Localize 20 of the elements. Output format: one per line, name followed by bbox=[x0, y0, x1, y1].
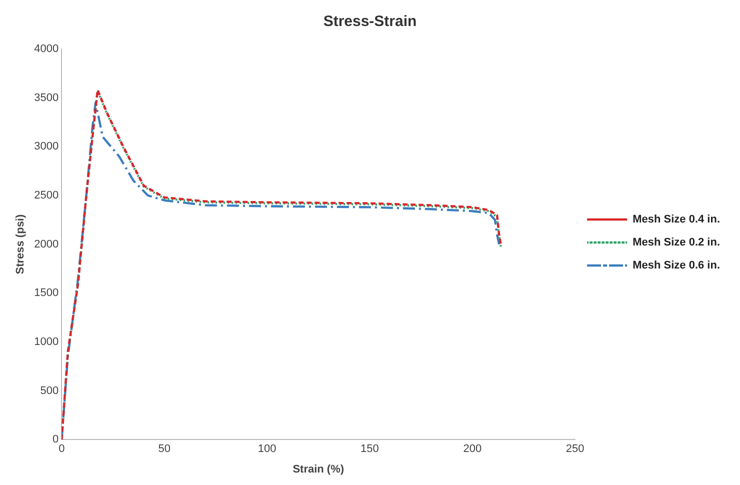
y-tick-label: 2000 bbox=[34, 238, 59, 250]
y-tick-label: 4000 bbox=[34, 43, 59, 56]
y-axis-title: Stress (psi) bbox=[14, 214, 27, 274]
legend-label: Mesh Size 0.6 in. bbox=[632, 260, 720, 272]
y-tick-label: 1500 bbox=[34, 287, 59, 300]
y-tick-label: 500 bbox=[40, 384, 59, 397]
x-tick-label: 150 bbox=[360, 443, 379, 456]
chart-title: Stress-Strain bbox=[323, 13, 417, 30]
legend-label: Mesh Size 0.4 in. bbox=[632, 214, 720, 226]
x-tick-label: 50 bbox=[158, 443, 170, 456]
x-tick-label: 200 bbox=[463, 443, 482, 456]
x-axis-title: Strain (%) bbox=[292, 463, 344, 476]
y-tick-label: 1000 bbox=[34, 336, 59, 348]
y-tick-label: 0 bbox=[52, 434, 59, 446]
y-tick-label: 3500 bbox=[34, 92, 59, 104]
x-tick-label: 100 bbox=[258, 443, 276, 456]
y-tick-label: 2500 bbox=[34, 190, 59, 202]
y-tick-label: 3000 bbox=[34, 140, 59, 153]
legend-label: Mesh Size 0.2 in. bbox=[632, 236, 720, 249]
x-tick-label: 250 bbox=[566, 443, 584, 456]
